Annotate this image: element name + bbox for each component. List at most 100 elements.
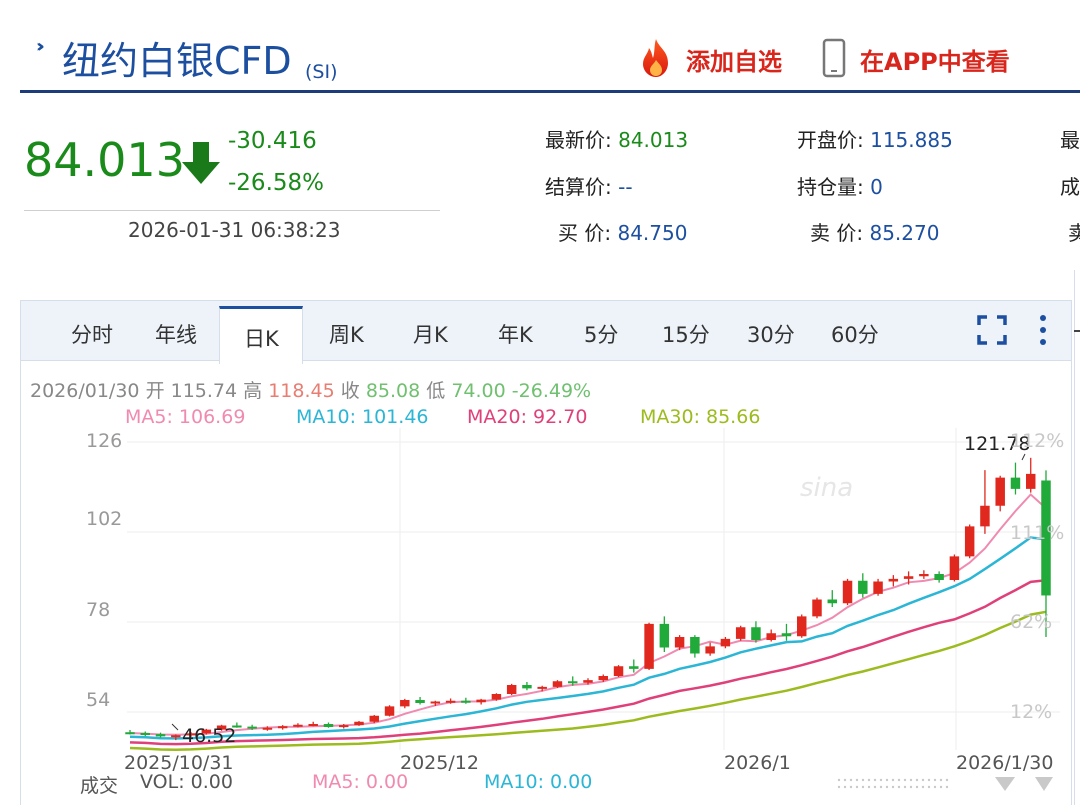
candle-body <box>903 576 914 579</box>
candle-body <box>262 727 273 730</box>
candle-body <box>674 637 685 648</box>
candle-body <box>232 725 242 728</box>
candle-body <box>293 724 303 727</box>
x-tick-label: 2025/12 <box>400 752 479 774</box>
candle-body <box>125 732 135 735</box>
candle-body <box>873 581 883 594</box>
candle-body <box>766 633 776 640</box>
ma10-line <box>129 536 1047 740</box>
candle-body <box>155 734 166 737</box>
candle-body <box>430 701 441 704</box>
candle-body <box>445 700 456 703</box>
candle-body <box>842 580 853 604</box>
candle-body <box>613 666 624 676</box>
candle-body <box>690 637 700 654</box>
page-header: ›› 纽约白银CFD (SI) 添加自选 在APP中查看 <box>20 0 1080 93</box>
candle-body <box>568 681 578 684</box>
candle-body <box>400 700 410 707</box>
candle-body <box>537 686 547 689</box>
stat-cut-3: 卖 <box>1068 221 1080 245</box>
tab-5min[interactable]: 5分 <box>584 323 619 347</box>
tab-monthly-k[interactable]: 月K <box>413 323 448 347</box>
candle-body <box>369 715 379 722</box>
tab-weekly-k[interactable]: 周K <box>329 323 364 347</box>
min-price-pointer <box>171 723 179 731</box>
price-change-percent: -26.58% <box>228 170 324 196</box>
symbol-code: (SI) <box>305 61 338 83</box>
y-tick-label: 102 <box>86 508 123 530</box>
candle-body <box>1010 477 1021 489</box>
candle-body <box>751 627 761 640</box>
candle-body <box>598 676 608 681</box>
x-tick-label: 2026/1 <box>724 752 791 774</box>
volume-ma10: MA10: 0.00 <box>484 771 593 793</box>
y-tick-label: 126 <box>86 430 123 452</box>
active-tab-highlight <box>219 306 303 364</box>
candle-body <box>705 646 715 654</box>
fire-icon[interactable] <box>634 36 678 80</box>
phone-icon[interactable] <box>822 38 846 78</box>
add-favorite-button[interactable]: 添加自选 <box>686 48 782 76</box>
view-in-app-button[interactable]: 在APP中查看 <box>860 48 1010 76</box>
pct-tick-label: 62% <box>1010 611 1053 633</box>
candle-body <box>1026 473 1036 489</box>
candle-body <box>277 726 288 729</box>
stat-cut-1: 最 <box>1060 128 1080 152</box>
tab-year-line[interactable]: 年线 <box>155 323 197 347</box>
candlestick-chart[interactable]: sina 121.78 46.52 <box>20 420 1060 755</box>
right-side-marker <box>1074 330 1080 332</box>
tab-daily-k[interactable]: 日K <box>244 327 279 351</box>
candle-body <box>888 578 899 582</box>
candle-body <box>797 616 807 637</box>
candle-body <box>140 733 150 735</box>
candle-body <box>964 526 975 557</box>
candle-body <box>949 556 960 580</box>
ma30-legend: MA30: 85.66 <box>640 406 761 428</box>
tab-intraday[interactable]: 分时 <box>71 323 113 347</box>
scroll-handle[interactable] <box>835 775 1055 795</box>
candle-body <box>858 580 868 594</box>
tab-15min[interactable]: 15分 <box>662 323 710 347</box>
volume-ma5: MA5: 0.00 <box>312 771 409 793</box>
page-title: 纽约白银CFD <box>62 39 292 83</box>
candle-body <box>919 574 929 577</box>
candle-body <box>583 680 593 683</box>
ma30-line <box>129 610 1047 751</box>
candle-body <box>1041 480 1051 596</box>
candle-body <box>522 685 532 689</box>
current-price: 84.013 <box>24 133 185 187</box>
ma10-legend: MA10: 101.46 <box>296 406 429 428</box>
stat-bid: 买 价: 84.750 <box>558 221 688 245</box>
ma20-line <box>129 579 1047 746</box>
candle-body <box>323 724 334 727</box>
pct-tick-label: 12% <box>1010 701 1053 723</box>
candle-body <box>384 706 395 716</box>
candle-body <box>980 505 990 527</box>
candle-body <box>216 725 227 730</box>
sina-watermark: sina <box>800 473 853 503</box>
candle-body <box>476 699 486 703</box>
candle-body <box>201 729 212 734</box>
more-vertical-icon[interactable] <box>1031 313 1055 347</box>
double-chevron-icon: ›› <box>36 36 45 57</box>
candle-body <box>552 681 563 687</box>
fullscreen-icon[interactable] <box>976 314 1008 346</box>
candle-body <box>812 599 822 617</box>
y-tick-label: 78 <box>86 599 111 621</box>
chart-panel: 分时 年线 日K 周K 月K 年K 5分 15分 30分 60分 <box>20 300 1072 805</box>
candle-body <box>659 623 670 648</box>
tab-60min[interactable]: 60分 <box>831 323 879 347</box>
quote-timestamp: 2026-01-31 06:38:23 <box>128 218 341 242</box>
right-side-panel <box>1074 270 1080 805</box>
tab-30min[interactable]: 30分 <box>747 323 795 347</box>
tab-yearly-k[interactable]: 年K <box>498 323 533 347</box>
max-price-label: 121.78 <box>964 433 1030 455</box>
candle-body <box>781 633 792 637</box>
divider <box>24 210 440 211</box>
ma5-legend: MA5: 106.69 <box>125 406 246 428</box>
stat-settle: 结算价: -- <box>545 175 633 199</box>
x-tick-label: 2026/1/30 <box>956 752 1054 774</box>
arrow-down-icon <box>182 142 220 184</box>
ma20-legend: MA20: 92.70 <box>467 406 588 428</box>
candle-body <box>995 477 1005 506</box>
